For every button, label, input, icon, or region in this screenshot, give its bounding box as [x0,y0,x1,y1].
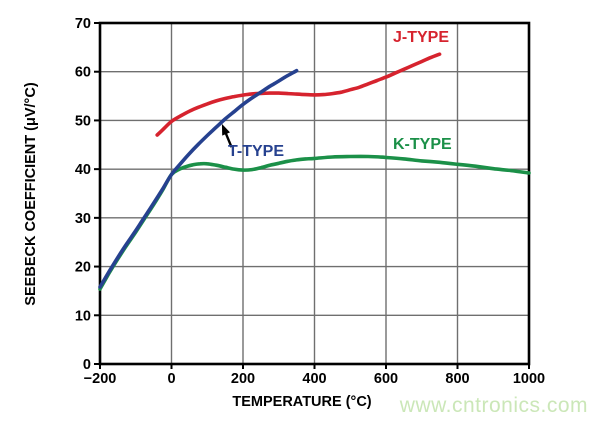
annotation-arrow-head [221,123,230,136]
series-label-j-type: J-TYPE [393,29,450,46]
y-axis-title-text: SEEBECK COEFFICIENT (μV/°C) [23,82,39,306]
x-tick-label: 800 [445,371,469,387]
x-tick-label: −200 [84,371,117,387]
x-tick-label: 600 [374,371,398,387]
watermark-text: www.cntronics.com [399,394,588,417]
series-curve-j-type [155,52,442,137]
series-label-k-type: K-TYPE [393,136,452,153]
y-tick-label: 0 [83,357,91,373]
y-tick-label: 20 [75,260,91,276]
x-axis-title: TEMPERATURE (°C) [232,394,372,410]
y-tick-label: 60 [75,65,91,81]
plot-border [98,21,531,366]
x-tick-label: 200 [231,371,255,387]
x-tick-label: 0 [167,371,175,387]
y-tick-label: 30 [75,211,91,227]
y-tick-label: 40 [75,162,91,178]
series-label-t-type: T-TYPE [228,143,285,160]
y-tick-label: 10 [75,308,91,324]
x-tick-label: 1000 [513,371,545,387]
x-tick-label: 400 [302,371,326,387]
y-tick-label: 50 [75,113,91,129]
series-curve-t-type [98,68,299,289]
y-tick-label: 70 [75,16,91,32]
annotation-arrow-line [224,131,233,148]
